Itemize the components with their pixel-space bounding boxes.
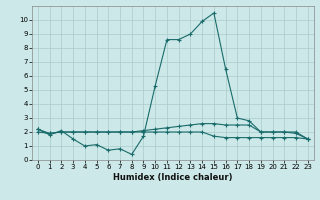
X-axis label: Humidex (Indice chaleur): Humidex (Indice chaleur) (113, 173, 233, 182)
